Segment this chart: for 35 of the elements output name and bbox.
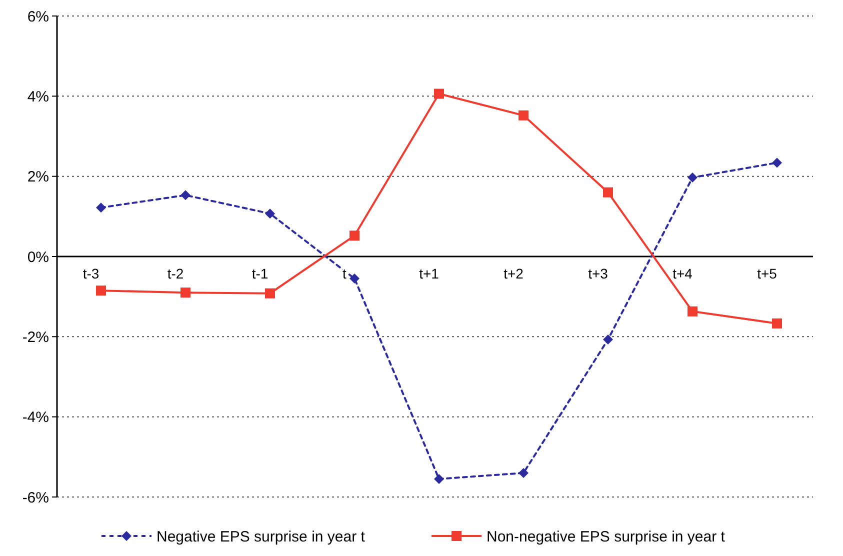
point <box>180 190 190 200</box>
y-tick-label: -2% <box>22 328 49 346</box>
x-tick-label: t+4 <box>672 266 693 282</box>
point <box>518 110 528 120</box>
point <box>265 288 275 298</box>
point <box>350 230 360 241</box>
point <box>180 288 190 298</box>
point <box>434 474 444 484</box>
y-tick-label: 2% <box>27 168 49 186</box>
x-tick-label: t+5 <box>757 266 778 282</box>
point <box>772 158 782 168</box>
y-tick-label: -4% <box>22 409 49 426</box>
point <box>603 334 613 344</box>
point <box>96 286 106 296</box>
x-tick-label: t+2 <box>504 266 524 282</box>
x-tick-label: t+1 <box>419 266 440 282</box>
point <box>96 202 106 213</box>
x-tick-label: t+3 <box>588 266 608 282</box>
point <box>265 208 275 219</box>
legend-label: Negative EPS surprise in year t <box>156 528 366 546</box>
point <box>688 306 698 316</box>
x-tick-label: t-3 <box>82 266 100 282</box>
y-tick-label: 4% <box>27 88 49 106</box>
y-tick-label: -6% <box>22 489 49 506</box>
y-tick-label: 0% <box>27 248 49 266</box>
point <box>688 172 698 183</box>
point <box>603 187 613 198</box>
legend-label: Non-negative EPS surprise in year t <box>486 528 726 546</box>
point <box>350 274 360 284</box>
point <box>518 468 528 478</box>
point <box>434 88 444 99</box>
y-tick-label: 6% <box>27 8 49 26</box>
x-tick-label: t-2 <box>167 266 184 282</box>
x-tick-label: t-1 <box>252 266 268 282</box>
point <box>772 318 782 328</box>
